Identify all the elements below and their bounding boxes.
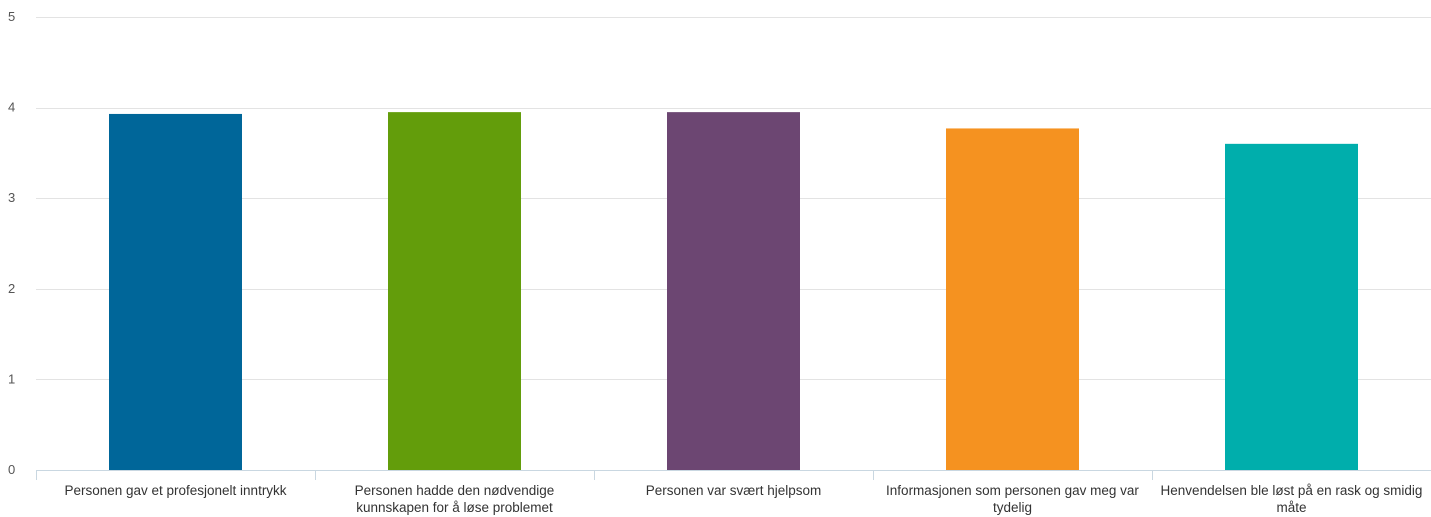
bar[interactable] (946, 128, 1079, 471)
x-category-label: Personen gav et profesjonelt inntrykk (64, 483, 287, 498)
bars (109, 112, 1358, 471)
y-tick-label: 5 (8, 9, 15, 24)
x-category-label: Henvendelsen ble løst på en rask og smid… (1160, 483, 1423, 515)
y-tick-label: 2 (8, 281, 15, 296)
y-tick-label: 3 (8, 190, 15, 205)
y-tick-label: 1 (8, 371, 15, 386)
y-tick-label: 0 (8, 462, 15, 477)
y-tick-label: 4 (8, 100, 15, 115)
bar[interactable] (667, 112, 800, 470)
x-category-label: Personen hadde den nødvendige kunnskapen… (354, 483, 555, 515)
x-category-label: Personen var svært hjelpsom (645, 483, 822, 498)
y-axis-tick-labels: 0 1 2 3 4 5 (8, 9, 15, 477)
bar[interactable] (1225, 143, 1358, 470)
bar[interactable] (388, 112, 521, 470)
bar[interactable] (109, 113, 242, 470)
x-category-label: Informasjonen som personen gav meg var t… (886, 483, 1139, 515)
x-axis (36, 470, 1431, 480)
